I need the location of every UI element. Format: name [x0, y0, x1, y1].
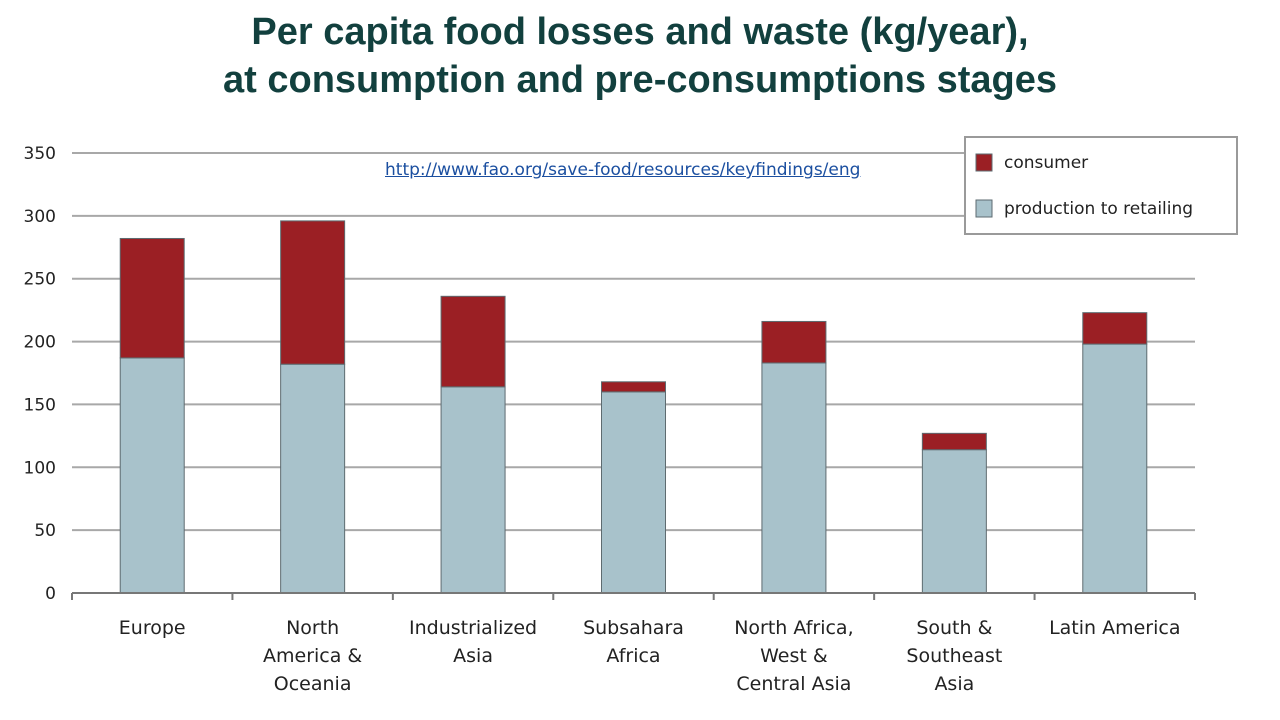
y-tick-label: 0 — [45, 584, 56, 604]
bar-production-to-retailing — [280, 363, 346, 594]
chart-title-line-2: at consumption and pre-consumptions stag… — [223, 59, 1057, 101]
x-category-label-line: Europe — [119, 617, 186, 639]
x-category-label-line: North Africa, — [734, 617, 853, 639]
bar-production-to-retailing — [1082, 343, 1148, 594]
bar-consumer — [440, 295, 506, 388]
bar-consumer — [601, 381, 666, 393]
bar-consumer — [280, 220, 346, 365]
y-tick-label: 300 — [24, 207, 56, 227]
x-category-label-line: Southeast — [906, 645, 1002, 667]
x-category-label-line: South & — [916, 617, 992, 639]
legend-label: consumer — [1004, 153, 1088, 173]
x-category-label: South & Southeast Asia — [906, 617, 1002, 695]
chart-title: Per capita food losses and waste (kg/yea… — [0, 8, 1280, 104]
x-category-label-line: Industrialized — [409, 617, 537, 639]
x-category-label: Latin America — [1049, 617, 1180, 639]
legend-label: production to retailing — [1004, 199, 1193, 219]
y-tick-label: 150 — [24, 395, 56, 415]
x-axis: Europe North America & Oceania Industrialize… — [71, 592, 1196, 695]
chart-title-line-1: Per capita food losses and waste (kg/yea… — [251, 11, 1029, 53]
x-category-label: North America & Oceania — [263, 617, 362, 695]
y-tick-label: 350 — [24, 144, 56, 164]
x-category-label: Industrialized Asia — [409, 617, 537, 667]
bar-production-to-retailing — [440, 386, 506, 594]
bars — [119, 220, 1148, 594]
x-category-label-line: America & — [263, 645, 362, 667]
x-category-label: Subsahara Africa — [583, 617, 684, 667]
bar-production-to-retailing — [601, 391, 666, 594]
bar-production-to-retailing — [119, 357, 185, 594]
x-category-label-line: Asia — [934, 673, 974, 695]
legend-box — [964, 136, 1238, 235]
x-category-label-line: North — [286, 617, 339, 639]
x-category-label-line: Africa — [606, 645, 660, 667]
y-axis-ticks: 0 50 100 150 200 250 300 350 — [24, 144, 56, 604]
legend-swatch — [975, 153, 993, 172]
x-category-label-line: Asia — [453, 645, 493, 667]
x-category-label-line: Latin America — [1049, 617, 1180, 639]
y-tick-label: 50 — [34, 521, 56, 541]
legend-swatch — [975, 199, 993, 218]
bar-production-to-retailing — [761, 362, 827, 594]
x-category-label-line: West & — [760, 645, 828, 667]
x-category-label-line: Subsahara — [583, 617, 684, 639]
x-category-label: North Africa, West & Central Asia — [734, 617, 853, 695]
y-tick-label: 100 — [24, 458, 56, 478]
source-link[interactable]: http://www.fao.org/save-food/resources/k… — [385, 160, 861, 180]
bar-consumer — [119, 237, 185, 359]
legend: consumer production to retailing — [964, 136, 1238, 235]
bar-production-to-retailing — [921, 449, 987, 594]
x-category-label: Europe — [119, 617, 186, 639]
x-category-label-line: Oceania — [274, 673, 352, 695]
y-tick-label: 200 — [24, 333, 56, 353]
bar-consumer — [1082, 312, 1148, 345]
x-category-label-line: Central Asia — [736, 673, 851, 695]
y-tick-label: 250 — [24, 270, 56, 290]
bar-consumer — [761, 320, 827, 364]
bar-consumer — [921, 432, 987, 451]
